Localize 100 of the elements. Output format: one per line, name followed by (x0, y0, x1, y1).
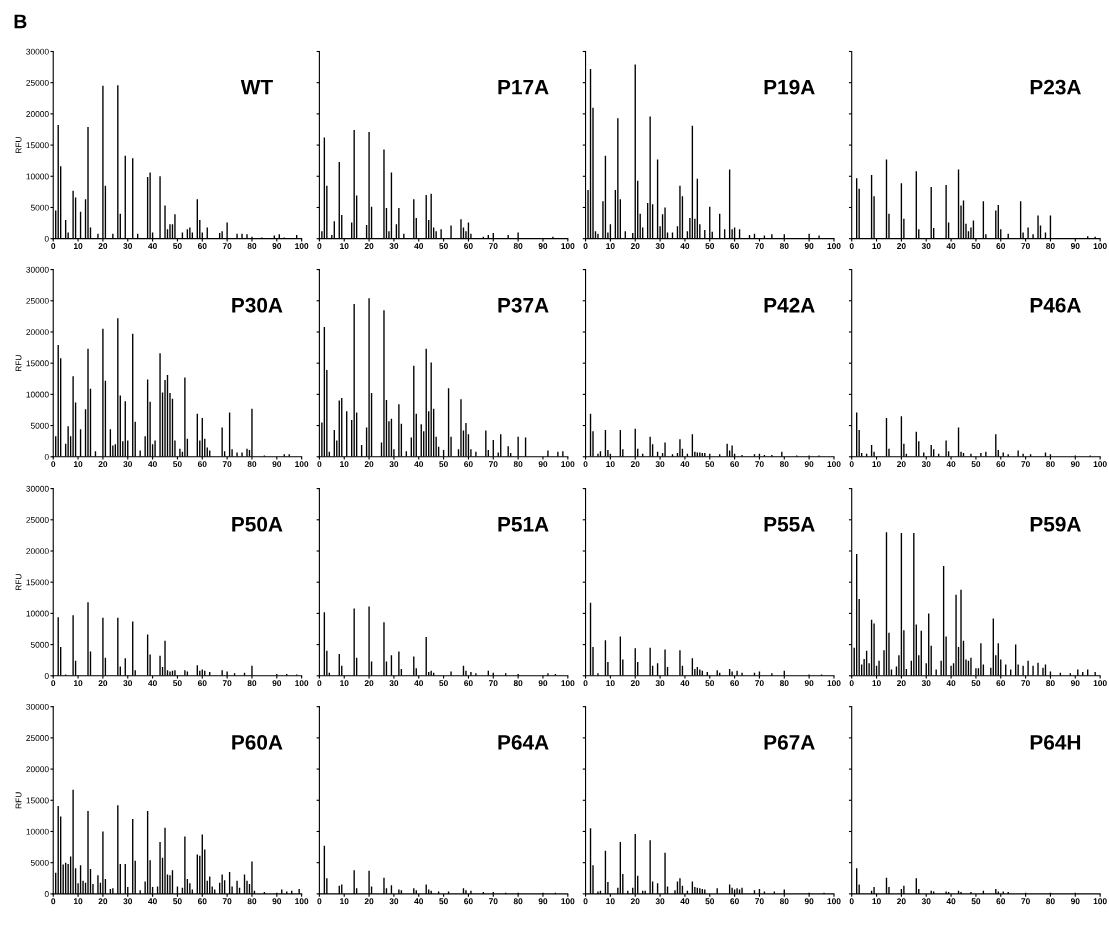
x-tick-label: 30 (123, 461, 133, 468)
x-tick-label: 60 (996, 898, 1006, 905)
y-tick-label: 30000 (26, 266, 49, 273)
x-tick-label: 70 (489, 680, 498, 687)
x-tick-label: 100 (827, 243, 841, 249)
x-tick-label: 40 (680, 243, 690, 249)
x-tick-label: 20 (630, 680, 640, 687)
x-tick-label: 90 (1070, 898, 1080, 905)
x-tick-label: 70 (489, 898, 498, 905)
x-tick-label: 30 (389, 243, 399, 249)
x-tick-label: 40 (414, 680, 424, 687)
x-tick-label: 30 (655, 243, 665, 249)
x-tick-label: 10 (872, 243, 881, 249)
x-tick-label: 20 (98, 243, 108, 249)
y-tick-label: 30000 (26, 48, 49, 55)
x-tick-label: 30 (123, 243, 133, 249)
x-tick-label: 20 (897, 898, 906, 905)
text: P42A (764, 297, 815, 313)
x-tick-label: 80 (1046, 461, 1055, 468)
x-tick-label: 20 (98, 680, 108, 687)
x-tick-label: 60 (730, 243, 739, 249)
x-tick-label: 60 (730, 898, 739, 905)
x-tick-label: 70 (755, 461, 764, 468)
x-tick-label: 70 (222, 461, 232, 468)
y-tick-label: 0 (44, 672, 49, 679)
x-tick-label: 0 (317, 898, 322, 905)
x-tick-label: 30 (389, 461, 399, 468)
x-tick-label: 70 (222, 898, 232, 905)
text: P37A (498, 297, 549, 313)
x-tick-label: 40 (414, 461, 424, 468)
x-tick-label: 70 (755, 898, 764, 905)
x-tick-label: 10 (73, 243, 83, 249)
x-tick-label: 10 (872, 461, 881, 468)
y-tick-label: 20000 (26, 329, 49, 336)
x-tick-label: 40 (946, 898, 956, 905)
y-tick-label: 25000 (26, 79, 49, 86)
x-tick-label: 50 (971, 461, 981, 468)
y-tick-label: 30000 (26, 485, 49, 492)
x-tick-label: 30 (921, 898, 931, 905)
x-tick-label: 0 (51, 680, 56, 687)
x-tick-label: 80 (247, 461, 257, 468)
x-tick-label: 80 (513, 243, 523, 249)
x-tick-label: 70 (1021, 243, 1030, 249)
x-tick-label: 80 (779, 680, 789, 687)
x-tick-label: 0 (849, 898, 854, 905)
x-tick-label: 90 (538, 461, 548, 468)
y-tick-label: 25000 (26, 735, 49, 741)
x-tick-label: 80 (1046, 243, 1055, 249)
text: P60A (232, 734, 283, 750)
x-tick-label: 50 (173, 898, 182, 905)
x-tick-label: 0 (583, 243, 588, 249)
x-tick-label: 20 (98, 898, 108, 905)
y-axis-title: RFU (15, 137, 22, 153)
text: P30A (232, 297, 283, 313)
x-tick-label: 60 (464, 461, 473, 468)
x-tick-label: 100 (561, 461, 575, 468)
text: P51A (498, 517, 549, 532)
x-tick-label: 40 (946, 461, 956, 468)
x-tick-label: 50 (173, 461, 182, 468)
y-tick-label: 20000 (26, 766, 49, 773)
x-tick-label: 70 (1021, 461, 1030, 468)
text: WT (240, 79, 273, 95)
y-tick-label: 10000 (26, 828, 49, 835)
x-tick-label: 70 (222, 680, 232, 687)
text: P64H (1030, 734, 1081, 750)
y-tick-label: 25000 (26, 297, 49, 304)
y-axis-title: RFU (15, 355, 22, 372)
x-tick-label: 90 (804, 461, 814, 468)
x-tick-label: 90 (1070, 461, 1080, 468)
x-tick-label: 100 (295, 243, 309, 249)
x-tick-label: 40 (680, 898, 690, 905)
y-tick-label: 15000 (26, 797, 49, 804)
x-tick-label: 30 (389, 898, 399, 905)
x-tick-label: 10 (606, 898, 615, 905)
x-tick-label: 80 (247, 243, 257, 249)
x-tick-label: 10 (340, 680, 349, 687)
x-tick-label: 0 (583, 898, 588, 905)
x-tick-label: 10 (872, 898, 881, 905)
x-tick-label: 80 (1046, 680, 1055, 687)
x-tick-label: 50 (705, 461, 715, 468)
x-tick-label: 70 (1021, 898, 1030, 905)
x-tick-label: 20 (364, 243, 374, 249)
x-tick-label: 0 (51, 898, 56, 905)
x-tick-label: 0 (317, 461, 322, 468)
text: P19A (764, 79, 815, 95)
y-tick-label: 15000 (26, 360, 49, 367)
x-tick-label: 80 (1046, 898, 1055, 905)
text: P59A (1030, 516, 1081, 532)
x-tick-label: 100 (295, 461, 309, 468)
x-tick-label: 70 (755, 680, 764, 687)
x-tick-label: 0 (583, 680, 588, 687)
x-tick-label: 100 (827, 898, 841, 905)
text: P64A (498, 734, 549, 750)
y-tick-label: 5000 (30, 204, 49, 211)
x-tick-label: 20 (98, 461, 108, 468)
text: B (14, 14, 27, 29)
x-tick-label: 20 (364, 680, 374, 687)
x-tick-label: 90 (1070, 243, 1080, 249)
text: P67A (764, 734, 815, 750)
y-tick-label: 25000 (26, 516, 49, 523)
